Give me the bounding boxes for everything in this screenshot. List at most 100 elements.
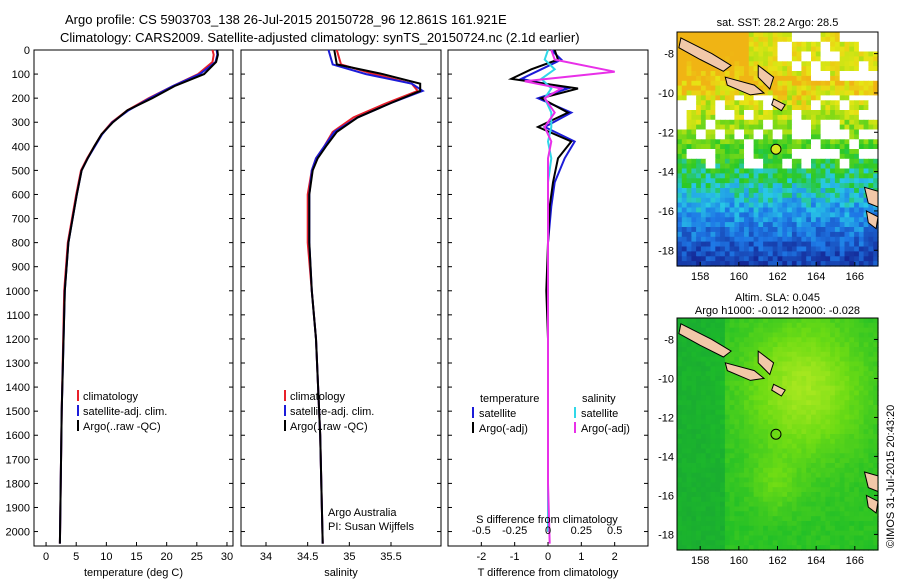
map-cell	[758, 36, 764, 43]
map-cell	[844, 124, 850, 131]
map-cell	[806, 217, 812, 223]
map-cell	[700, 501, 707, 508]
map-cell	[710, 153, 716, 160]
map-cell	[787, 183, 793, 189]
map-cell	[854, 36, 860, 43]
map-cell	[748, 351, 755, 358]
map-cell	[844, 75, 850, 82]
map-cell	[677, 124, 683, 131]
map-cell	[834, 192, 841, 199]
map-cell	[677, 149, 683, 155]
map-cell	[796, 256, 802, 262]
map-cell	[734, 46, 740, 53]
map-cell	[825, 61, 831, 67]
map-cell	[681, 463, 688, 469]
map-cell	[830, 376, 836, 382]
map-cell	[806, 261, 812, 267]
argo-position-marker	[770, 143, 782, 155]
map-cell	[791, 110, 798, 116]
map-cell	[854, 443, 860, 450]
map-cell	[705, 419, 712, 425]
map-cell	[854, 227, 860, 233]
map-cell	[677, 380, 683, 387]
map-cell	[767, 129, 774, 135]
map-cell	[720, 114, 726, 121]
map-cell	[677, 256, 683, 262]
map-cell	[830, 75, 836, 82]
map-cell	[849, 119, 855, 126]
x-tick-label: 162	[768, 555, 786, 567]
map-cell	[830, 477, 836, 483]
map-cell	[720, 521, 726, 527]
map-cell	[849, 212, 855, 218]
map-cell	[834, 516, 841, 522]
map-cell	[691, 110, 697, 116]
y-tick-label: 900	[12, 262, 30, 274]
map-cell	[801, 356, 807, 363]
map-cell	[715, 256, 721, 262]
map-cell	[681, 409, 688, 416]
map-cell	[739, 95, 745, 101]
map-cell	[686, 110, 692, 116]
map-cell	[767, 327, 774, 334]
map-cell	[724, 119, 731, 126]
map-cell	[681, 506, 688, 512]
map-cell	[686, 405, 692, 411]
map-cell	[677, 429, 683, 435]
map-cell	[681, 535, 688, 541]
map-cell	[696, 212, 702, 218]
map-cell	[801, 443, 807, 450]
map-cell	[758, 390, 764, 396]
map-cell	[681, 492, 688, 498]
map-cell	[858, 492, 865, 498]
map-cell	[748, 46, 755, 53]
map-cell	[811, 178, 817, 184]
map-cell	[681, 134, 688, 140]
map-cell	[782, 80, 788, 87]
map-cell	[748, 501, 755, 508]
map-cell	[767, 241, 774, 248]
map-cell	[815, 434, 822, 440]
map-cell	[863, 66, 869, 72]
map-cell	[782, 75, 788, 82]
map-cell	[758, 405, 764, 411]
map-cell	[844, 395, 850, 401]
map-cell	[734, 318, 740, 324]
map-cell	[739, 400, 745, 406]
map-cell	[854, 361, 860, 367]
map-cell	[820, 241, 826, 248]
map-cell	[734, 414, 740, 421]
map-cell	[777, 183, 783, 189]
map-cell	[686, 163, 692, 170]
x-tick-label: 30	[221, 551, 233, 563]
map-cell	[863, 212, 869, 218]
map-cell	[854, 395, 860, 401]
map-cell	[700, 80, 707, 87]
map-cell	[787, 318, 793, 324]
map-cell	[811, 153, 817, 160]
map-cell	[854, 405, 860, 411]
map-cell	[782, 511, 788, 517]
map-cell	[705, 222, 712, 228]
map-cell	[820, 429, 826, 435]
map-cell	[710, 163, 716, 170]
map-cell	[710, 251, 716, 257]
map-cell	[724, 434, 731, 440]
map-cell	[744, 158, 750, 165]
map-cell	[782, 90, 788, 96]
map-cell	[748, 419, 755, 425]
map-cell	[815, 429, 822, 435]
map-cell	[715, 46, 721, 53]
map-cell	[854, 516, 860, 522]
map-cell	[839, 521, 846, 527]
map-cell	[868, 356, 874, 363]
map-cell	[739, 356, 745, 363]
map-cell	[744, 409, 750, 416]
map-cell	[739, 453, 745, 459]
map-cell	[854, 467, 860, 474]
map-cell	[873, 371, 879, 377]
map-cell	[710, 429, 716, 435]
map-cell	[729, 429, 735, 435]
map-cell	[815, 443, 822, 450]
map-cell	[700, 227, 707, 233]
